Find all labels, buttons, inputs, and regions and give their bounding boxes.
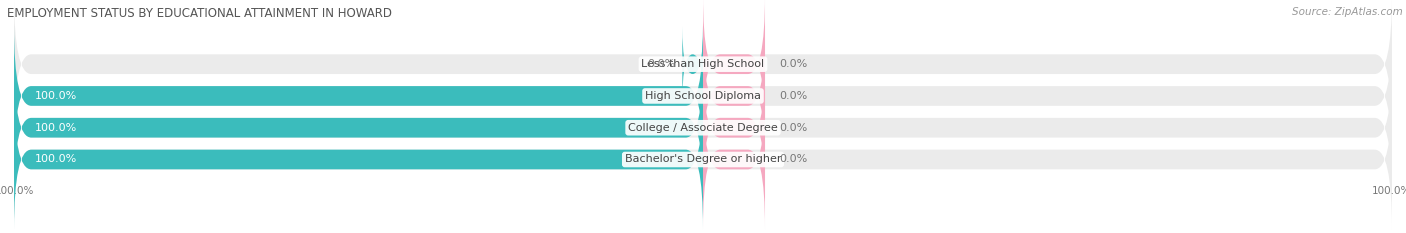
Text: EMPLOYMENT STATUS BY EDUCATIONAL ATTAINMENT IN HOWARD: EMPLOYMENT STATUS BY EDUCATIONAL ATTAINM… xyxy=(7,7,392,20)
FancyBboxPatch shape xyxy=(703,90,765,229)
Text: 0.0%: 0.0% xyxy=(647,59,675,69)
FancyBboxPatch shape xyxy=(14,0,1392,134)
Text: Source: ZipAtlas.com: Source: ZipAtlas.com xyxy=(1292,7,1403,17)
Text: College / Associate Degree: College / Associate Degree xyxy=(628,123,778,133)
Text: 0.0%: 0.0% xyxy=(779,59,807,69)
Text: 100.0%: 100.0% xyxy=(35,91,77,101)
FancyBboxPatch shape xyxy=(14,26,703,165)
Text: 0.0%: 0.0% xyxy=(779,123,807,133)
Text: Less than High School: Less than High School xyxy=(641,59,765,69)
FancyBboxPatch shape xyxy=(14,58,1392,197)
Text: Bachelor's Degree or higher: Bachelor's Degree or higher xyxy=(624,154,782,164)
FancyBboxPatch shape xyxy=(14,58,703,197)
Text: 0.0%: 0.0% xyxy=(779,154,807,164)
FancyBboxPatch shape xyxy=(703,26,765,165)
Text: High School Diploma: High School Diploma xyxy=(645,91,761,101)
Text: 100.0%: 100.0% xyxy=(35,123,77,133)
Text: 0.0%: 0.0% xyxy=(779,91,807,101)
FancyBboxPatch shape xyxy=(14,90,1392,229)
FancyBboxPatch shape xyxy=(703,0,765,134)
FancyBboxPatch shape xyxy=(14,90,703,229)
FancyBboxPatch shape xyxy=(703,58,765,197)
Text: 100.0%: 100.0% xyxy=(35,154,77,164)
FancyBboxPatch shape xyxy=(14,26,1392,165)
FancyBboxPatch shape xyxy=(682,26,703,102)
